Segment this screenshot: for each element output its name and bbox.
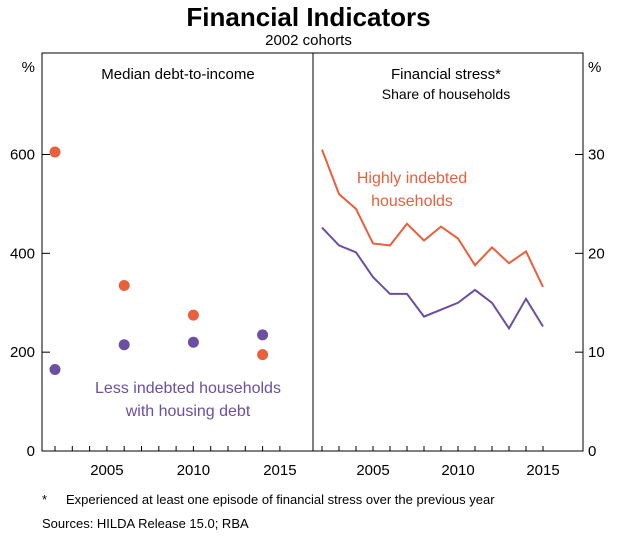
scatter-point-purple	[49, 363, 61, 375]
y-tick-label-right: 0	[588, 443, 596, 460]
series-line-purple	[321, 226, 544, 331]
series-line-orange	[321, 149, 544, 288]
y-tick-label-left: 200	[10, 344, 35, 361]
series-label-less-indebted-line2: with housing debt	[125, 403, 251, 420]
scatter-point-purple	[257, 329, 269, 341]
series-label-highly-indebted-line2: households	[371, 193, 453, 210]
chart-subtitle: 2002 cohorts	[265, 32, 352, 49]
marks-layer	[49, 146, 544, 375]
right-y-unit-label: %	[588, 59, 601, 76]
series-label-highly-indebted-line1: Highly indebted	[357, 170, 467, 187]
footnote: * Experienced at least one episode of fin…	[42, 492, 495, 507]
right-panel-title: Financial stress*	[391, 66, 501, 83]
series-label-less-indebted-line1: Less indebted households	[95, 380, 281, 397]
footnote-text: Experienced at least one episode of fina…	[66, 492, 495, 507]
footnote-mark: *	[42, 492, 48, 507]
scatter-point-purple	[118, 339, 130, 351]
ticks-layer: 0 200 400 600 2005 2010 2015 0 10 20 30 2005 2010 201…	[10, 147, 605, 480]
y-tick-label-right: 30	[588, 147, 605, 164]
scatter-point-purple	[187, 336, 199, 348]
x-tick-label-left: 2015	[263, 462, 296, 479]
left-panel-title: Median debt-to-income	[101, 66, 254, 83]
x-tick-label-right: 2005	[356, 462, 389, 479]
x-tick-label-right: 2015	[526, 462, 559, 479]
scatter-point-orange	[187, 309, 199, 321]
y-tick-label-right: 10	[588, 344, 605, 361]
scatter-point-orange	[49, 146, 61, 158]
scatter-point-orange	[257, 349, 269, 361]
left-y-unit-label: %	[22, 59, 35, 76]
y-tick-label-left: 400	[10, 245, 35, 262]
chart-title: Financial Indicators	[186, 2, 431, 32]
x-tick-label-left: 2005	[90, 462, 123, 479]
sources-note: Sources: HILDA Release 15.0; RBA	[42, 516, 249, 531]
scatter-point-orange	[118, 279, 130, 291]
y-tick-label-left: 600	[10, 147, 35, 164]
y-tick-label-left: 0	[27, 443, 35, 460]
x-tick-label-left: 2010	[177, 462, 210, 479]
right-panel-subtitle: Share of households	[382, 86, 510, 102]
y-tick-label-right: 20	[588, 245, 605, 262]
x-tick-label-right: 2010	[441, 462, 474, 479]
